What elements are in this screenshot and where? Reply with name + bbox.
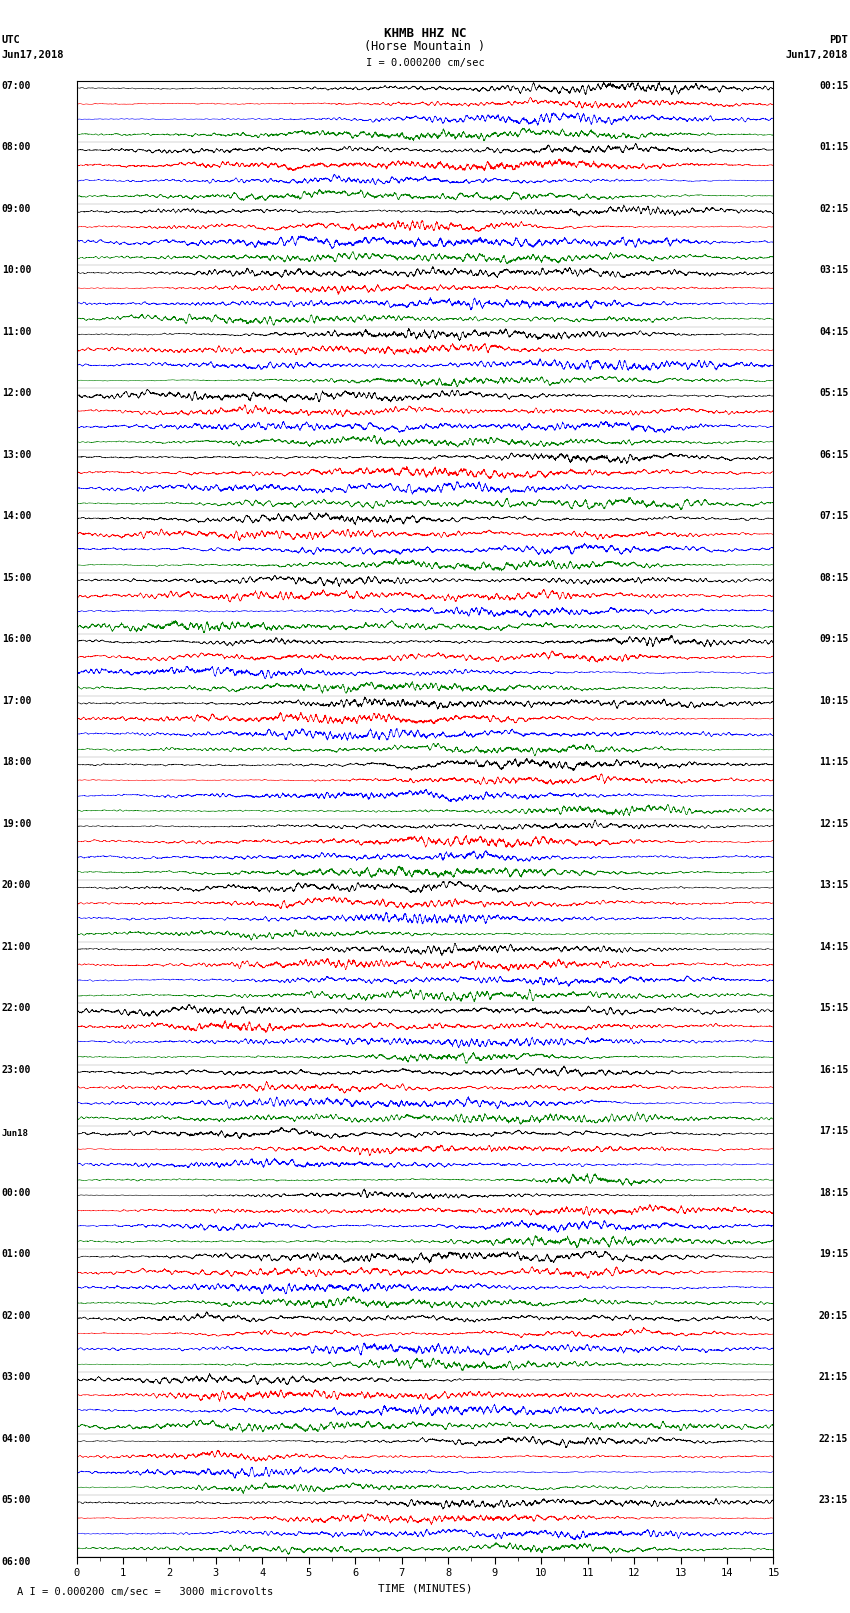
Text: 20:15: 20:15 bbox=[819, 1310, 848, 1321]
Text: 09:15: 09:15 bbox=[819, 634, 848, 644]
Text: 01:00: 01:00 bbox=[2, 1248, 31, 1260]
Text: 05:15: 05:15 bbox=[819, 389, 848, 398]
X-axis label: TIME (MINUTES): TIME (MINUTES) bbox=[377, 1584, 473, 1594]
Text: 21:00: 21:00 bbox=[2, 942, 31, 952]
Text: 07:00: 07:00 bbox=[2, 81, 31, 90]
Text: 17:15: 17:15 bbox=[819, 1126, 848, 1136]
Text: 23:15: 23:15 bbox=[819, 1495, 848, 1505]
Text: 12:00: 12:00 bbox=[2, 389, 31, 398]
Text: 11:00: 11:00 bbox=[2, 326, 31, 337]
Text: KHMB HHZ NC: KHMB HHZ NC bbox=[383, 27, 467, 40]
Text: (Horse Mountain ): (Horse Mountain ) bbox=[365, 40, 485, 53]
Text: 10:15: 10:15 bbox=[819, 695, 848, 705]
Text: 13:15: 13:15 bbox=[819, 881, 848, 890]
Text: 21:15: 21:15 bbox=[819, 1373, 848, 1382]
Text: Jun17,2018: Jun17,2018 bbox=[2, 50, 65, 60]
Text: 01:15: 01:15 bbox=[819, 142, 848, 152]
Text: 18:15: 18:15 bbox=[819, 1187, 848, 1197]
Text: 20:00: 20:00 bbox=[2, 881, 31, 890]
Text: 13:00: 13:00 bbox=[2, 450, 31, 460]
Text: 14:00: 14:00 bbox=[2, 511, 31, 521]
Text: 15:00: 15:00 bbox=[2, 573, 31, 582]
Text: 07:15: 07:15 bbox=[819, 511, 848, 521]
Text: 06:15: 06:15 bbox=[819, 450, 848, 460]
Text: 18:00: 18:00 bbox=[2, 756, 31, 768]
Text: 08:00: 08:00 bbox=[2, 142, 31, 152]
Text: 19:15: 19:15 bbox=[819, 1248, 848, 1260]
Text: 22:00: 22:00 bbox=[2, 1003, 31, 1013]
Text: Jun18: Jun18 bbox=[2, 1129, 29, 1139]
Text: 23:00: 23:00 bbox=[2, 1065, 31, 1074]
Text: 17:00: 17:00 bbox=[2, 695, 31, 705]
Text: PDT: PDT bbox=[830, 35, 848, 45]
Text: 03:15: 03:15 bbox=[819, 265, 848, 276]
Text: 14:15: 14:15 bbox=[819, 942, 848, 952]
Text: A I = 0.000200 cm/sec =   3000 microvolts: A I = 0.000200 cm/sec = 3000 microvolts bbox=[17, 1587, 273, 1597]
Text: 02:15: 02:15 bbox=[819, 203, 848, 213]
Text: 10:00: 10:00 bbox=[2, 265, 31, 276]
Text: 04:00: 04:00 bbox=[2, 1434, 31, 1444]
Text: 22:15: 22:15 bbox=[819, 1434, 848, 1444]
Text: 19:00: 19:00 bbox=[2, 819, 31, 829]
Text: 15:15: 15:15 bbox=[819, 1003, 848, 1013]
Text: 02:00: 02:00 bbox=[2, 1310, 31, 1321]
Text: 04:15: 04:15 bbox=[819, 326, 848, 337]
Text: 06:00: 06:00 bbox=[2, 1557, 31, 1566]
Text: 12:15: 12:15 bbox=[819, 819, 848, 829]
Text: UTC: UTC bbox=[2, 35, 20, 45]
Text: 08:15: 08:15 bbox=[819, 573, 848, 582]
Text: Jun17,2018: Jun17,2018 bbox=[785, 50, 848, 60]
Text: 16:00: 16:00 bbox=[2, 634, 31, 644]
Text: 16:15: 16:15 bbox=[819, 1065, 848, 1074]
Text: 03:00: 03:00 bbox=[2, 1373, 31, 1382]
Text: 05:00: 05:00 bbox=[2, 1495, 31, 1505]
Text: I = 0.000200 cm/sec: I = 0.000200 cm/sec bbox=[366, 58, 484, 68]
Text: 11:15: 11:15 bbox=[819, 756, 848, 768]
Text: 00:15: 00:15 bbox=[819, 81, 848, 90]
Text: 09:00: 09:00 bbox=[2, 203, 31, 213]
Text: 00:00: 00:00 bbox=[2, 1187, 31, 1197]
